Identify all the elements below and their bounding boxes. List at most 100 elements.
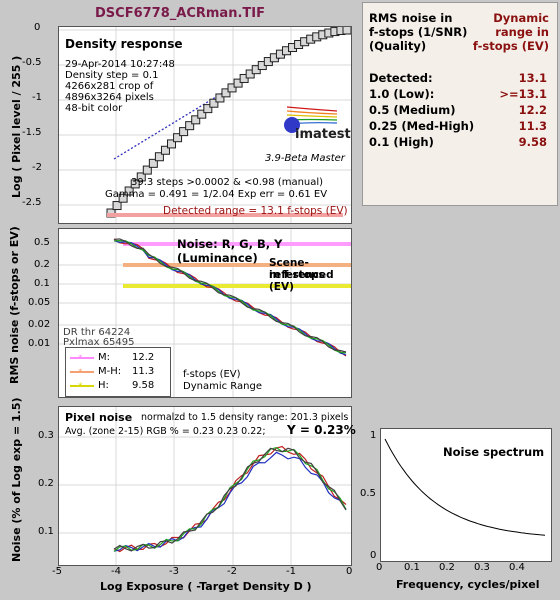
density-step-marker <box>124 186 134 196</box>
ytick: 0.2 <box>38 478 54 489</box>
svg-text:*: * <box>78 368 83 378</box>
density-step-marker <box>154 152 164 162</box>
xtick: -1 <box>286 566 296 577</box>
xtick: 0 <box>346 566 353 577</box>
density-step-marker <box>197 109 207 119</box>
density-step-marker <box>185 121 195 131</box>
pixel-noise-xlabel: Log Exposure ( -Target Density D ) <box>100 580 312 593</box>
summary-col2-line2: range in <box>495 25 549 39</box>
pixel-noise-heading: Pixel noise <box>65 411 133 424</box>
window-title: DSCF6778_ACRman.TIF <box>95 6 265 21</box>
pixel-noise-plot: Pixel noise normalzd to 1.5 density rang… <box>58 406 356 566</box>
y-noise-value: Y = 0.23% <box>287 423 356 437</box>
density-heading: Density response <box>65 37 183 51</box>
summary-row-value: >=13.1 <box>499 87 547 101</box>
xtick: -5 <box>52 566 62 577</box>
ytick: -0.5 <box>22 57 42 68</box>
steps-line: 39.3 steps >0.0002 & <0.98 (manual) <box>131 177 324 188</box>
ytick: 0 <box>370 550 377 561</box>
density-step-marker <box>233 78 243 88</box>
summary-row-label: Detected: <box>369 71 433 85</box>
summary-row-value: 9.58 <box>518 135 547 149</box>
spectrum-canvas <box>384 438 546 536</box>
spectrum-heading: Noise spectrum <box>443 445 545 459</box>
dr-legend: * * * M: 12.2 M-H: 11.3 H: 9.58 <box>65 347 171 397</box>
ytick: -2.5 <box>22 197 42 208</box>
summary-row-value: 11.3 <box>518 119 547 133</box>
density-ylabel: Log ( Pixel level / 255 ) <box>10 55 23 198</box>
pixel-norm-line: normalzd to 1.5 density range: 201.3 pix… <box>141 412 349 423</box>
density-step-marker <box>160 145 170 155</box>
summary-row-value: 12.2 <box>518 103 547 117</box>
xtick: -2 <box>227 566 237 577</box>
density-step-marker <box>142 165 152 175</box>
legend-caption-1: f-stops (EV) <box>183 369 241 380</box>
summary-row-label: 0.5 (Medium) <box>369 103 456 117</box>
density-step-marker <box>136 172 146 182</box>
svg-text:*: * <box>78 354 83 364</box>
info-line: 4896x3264 pixels <box>65 92 154 103</box>
info-line: Density step = 0.1 <box>65 70 159 81</box>
imatest-logo-text: imatest <box>295 127 351 142</box>
density-step-marker <box>221 88 231 98</box>
legend-value: 12.2 <box>132 352 155 363</box>
ytick: 0.5 <box>34 237 50 248</box>
dr-threshold: DR thr 64224 <box>63 327 131 338</box>
density-step-marker <box>130 179 140 189</box>
ytick: -1 <box>32 92 42 103</box>
xtick: 0.1 <box>404 562 420 573</box>
noise-spectrum-plot: Noise spectrum <box>380 428 552 562</box>
legend-swatches: * * * <box>70 354 94 392</box>
gamma-line: Gamma = 0.491 = 1/2.04 Exp err = 0.61 EV <box>105 189 328 200</box>
pixel-noise-curve <box>113 451 347 552</box>
density-step-marker <box>209 98 219 108</box>
density-step-marker <box>173 133 183 143</box>
xtick: 0 <box>376 562 383 573</box>
info-line: 48-bit color <box>65 103 123 114</box>
density-step-marker <box>227 83 237 93</box>
density-step-marker <box>342 27 351 35</box>
summary-col1-line3: (Quality) <box>369 39 427 53</box>
legend-value: 9.58 <box>132 380 155 391</box>
info-line: 29-Apr-2014 10:27:48 <box>65 59 175 70</box>
legend-label: H: <box>98 380 109 391</box>
ytick: 0.1 <box>34 278 50 289</box>
ytick: 0.01 <box>28 338 51 349</box>
ytick: 0.2 <box>34 259 50 270</box>
ytick: -2 <box>32 162 42 173</box>
noise-curve <box>113 238 347 353</box>
density-step-marker <box>167 139 177 149</box>
legend-caption-2: Dynamic Range <box>183 381 262 392</box>
xtick: 0.3 <box>474 562 490 573</box>
noise-ylabel: RMS noise (f-stops or EV) <box>8 226 21 384</box>
legend-label: M: <box>98 352 110 363</box>
density-info: 29-Apr-2014 10:27:48 Density step = 0.1 … <box>65 59 175 114</box>
spectrum-xlabel: Frequency, cycles/pixel <box>396 578 540 591</box>
density-response-plot: Density response 29-Apr-2014 10:27:48 De… <box>58 26 352 224</box>
noise-fstops-plot: Noise: R, G, B, Y (Luminance) Scene-refe… <box>58 228 352 398</box>
density-step-marker <box>215 93 225 103</box>
density-plot-canvas <box>59 27 351 223</box>
summary-row-value: 13.1 <box>518 71 547 85</box>
ytick: 0 <box>34 22 41 33</box>
pixel-avg-line: Avg. (zone 2-15) RGB % = 0.23 0.23 0.22; <box>65 426 266 437</box>
ytick: 0.02 <box>28 319 51 330</box>
svg-text:*: * <box>78 382 83 392</box>
xtick: -4 <box>111 566 121 577</box>
summary-panel: RMS noise in f-stops (1/SNR) (Quality) D… <box>362 2 558 206</box>
summary-col1-line1: RMS noise in <box>369 11 453 25</box>
density-step-marker <box>148 158 158 168</box>
legend-value: 11.3 <box>132 366 155 377</box>
ytick: 0.1 <box>38 526 54 537</box>
summary-row-label: 0.1 (High) <box>369 135 434 149</box>
pixel-noise-curve <box>113 447 347 552</box>
pixel-noise-curve <box>113 445 347 553</box>
spectrum-curve <box>384 438 546 536</box>
summary-row-label: 0.25 (Med-High) <box>369 119 475 133</box>
summary-col2-line3: f-stops (EV) <box>472 39 549 53</box>
noise-note-1: Scene-referenced <box>269 257 334 281</box>
noise-curve <box>113 240 347 356</box>
density-step-marker <box>179 127 189 137</box>
legend-label: M-H: <box>98 366 122 377</box>
pixel-noise-canvas <box>59 407 351 565</box>
